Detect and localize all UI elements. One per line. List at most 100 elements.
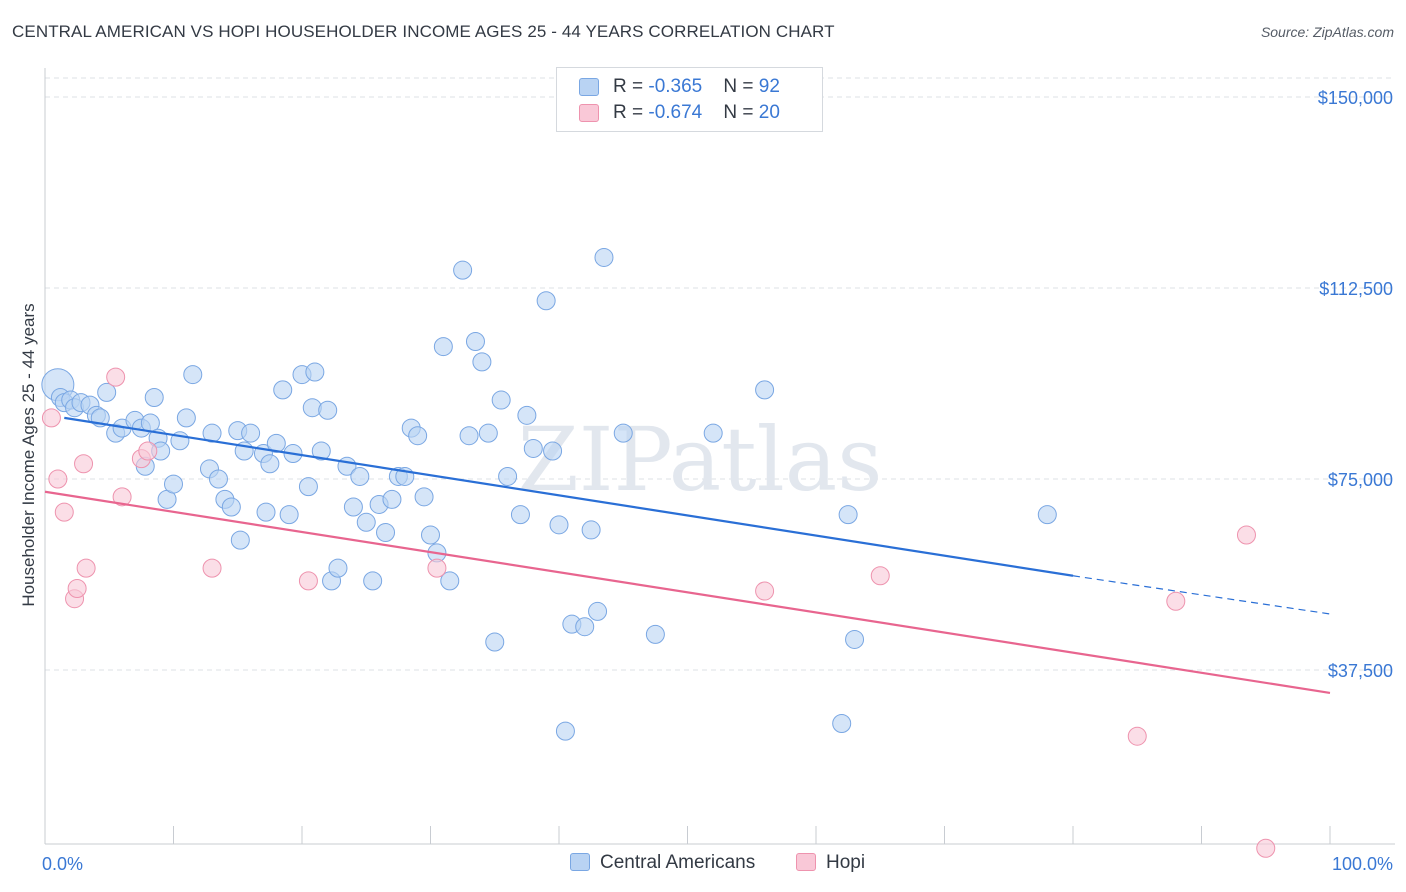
n-label: N = — [723, 76, 759, 97]
legend-text: R = -0.674 N = 20 — [613, 102, 780, 124]
point-central-american — [433, 337, 453, 357]
trend-line-extension — [1072, 575, 1331, 615]
point-central-american — [581, 520, 601, 540]
trend-lines — [44, 416, 1331, 695]
point-central-american — [273, 380, 293, 400]
point-hopi — [1127, 726, 1147, 746]
point-central-american — [421, 525, 440, 545]
point-central-american — [382, 489, 402, 509]
y-tick-label: $150,000 — [1318, 88, 1393, 108]
chart-title: CENTRAL AMERICAN VS HOPI HOUSEHOLDER INC… — [12, 22, 835, 41]
point-central-american — [279, 505, 299, 525]
point-central-american — [517, 405, 537, 425]
legend-swatch-pink — [796, 853, 816, 871]
point-hopi — [76, 558, 96, 578]
point-central-american — [755, 380, 775, 400]
point-central-american — [555, 721, 575, 741]
axes — [44, 68, 1395, 845]
point-central-american — [414, 487, 434, 507]
point-central-american — [832, 713, 852, 733]
series-name: Central Americans — [600, 852, 756, 873]
point-central-american — [485, 632, 505, 652]
trend-line-hopi — [44, 490, 1331, 695]
point-central-american — [376, 522, 396, 542]
point-hopi — [54, 502, 74, 522]
n-value: 20 — [758, 102, 780, 123]
point-central-american — [266, 433, 286, 453]
point-central-american — [408, 426, 428, 446]
point-central-american — [176, 408, 196, 428]
watermark: ZIPatlas — [518, 408, 883, 511]
y-tick-label: $37,500 — [1328, 661, 1393, 681]
data-points — [41, 247, 1276, 858]
series-name: Hopi — [826, 852, 866, 873]
point-central-american — [164, 474, 183, 494]
point-hopi — [1166, 591, 1186, 611]
point-central-american — [838, 505, 858, 525]
r-label: R = — [613, 76, 649, 97]
point-central-american — [241, 423, 261, 443]
point-central-american — [594, 247, 614, 267]
point-central-american — [575, 617, 595, 637]
y-axis-title: Householder Income Ages 25 - 44 years — [19, 303, 38, 606]
point-central-american — [230, 530, 250, 550]
point-central-american — [318, 400, 338, 420]
series-legend-central-americans: Central Americans — [570, 852, 755, 874]
r-value: -0.674 — [648, 102, 703, 123]
correlation-legend: R = -0.365 N = 92 R = -0.674 N = 20 — [556, 67, 823, 132]
point-central-american — [478, 423, 498, 443]
legend-swatch-blue — [570, 853, 590, 871]
point-central-american — [311, 441, 331, 461]
point-hopi — [106, 367, 126, 387]
y-tick-label: $112,500 — [1319, 279, 1393, 299]
point-central-american — [328, 558, 348, 578]
point-central-american — [298, 477, 318, 497]
point-hopi — [298, 571, 318, 591]
point-central-american — [523, 438, 543, 458]
legend-swatch-blue — [579, 78, 599, 96]
gridlines — [45, 77, 1395, 671]
y-tick-label: $75,000 — [1328, 470, 1393, 490]
point-hopi — [41, 408, 61, 428]
point-central-american — [1037, 505, 1057, 525]
r-value: -0.365 — [648, 76, 703, 97]
point-central-american — [183, 365, 203, 385]
point-central-american — [465, 331, 485, 351]
point-central-american — [221, 497, 241, 517]
point-central-american — [549, 515, 569, 535]
point-hopi — [202, 558, 222, 578]
trend-line-central-americans — [64, 416, 1074, 577]
source-label: Source: ZipAtlas.com — [1260, 24, 1394, 40]
series-legend-hopi: Hopi — [796, 852, 865, 874]
point-central-american — [472, 352, 492, 372]
point-central-american — [97, 382, 117, 402]
point-central-american — [510, 505, 530, 525]
point-central-american — [588, 601, 608, 621]
point-central-american — [703, 423, 723, 443]
point-central-american — [208, 469, 228, 489]
point-central-american — [350, 466, 370, 486]
point-central-american — [543, 441, 563, 461]
n-value: 92 — [758, 76, 780, 97]
axis-labels: $37,500 $75,000 $112,500 $150,000 0.0% 100.0%… — [19, 88, 1393, 874]
legend-swatch-pink — [579, 104, 599, 122]
point-central-american — [260, 454, 280, 474]
point-central-american — [440, 571, 460, 591]
point-hopi — [48, 469, 68, 489]
point-central-american — [613, 423, 633, 443]
point-hopi — [427, 558, 447, 578]
point-central-american — [453, 260, 473, 280]
point-central-american — [343, 497, 363, 517]
point-central-american — [144, 388, 164, 408]
r-label: R = — [613, 102, 649, 123]
point-central-american — [256, 502, 276, 522]
point-central-american — [536, 291, 556, 311]
point-hopi — [1236, 525, 1256, 545]
legend-text: R = -0.365 N = 92 — [613, 76, 780, 98]
x-tick-label: 100.0% — [1332, 854, 1393, 874]
point-central-american — [363, 571, 383, 591]
point-central-american — [645, 624, 665, 644]
point-central-american — [305, 362, 325, 382]
point-hopi — [138, 441, 158, 461]
